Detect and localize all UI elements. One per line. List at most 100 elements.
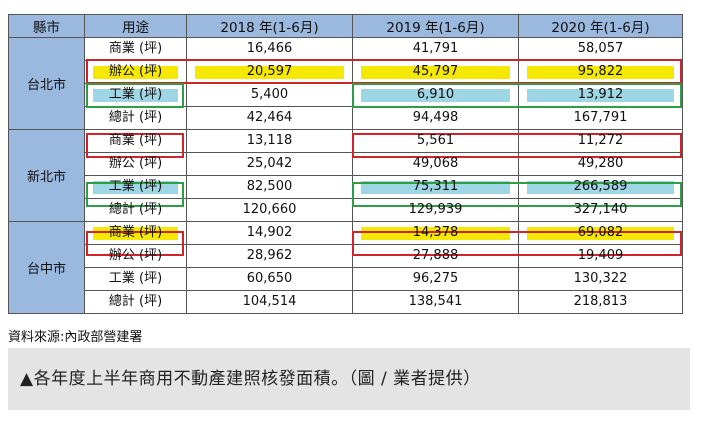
cyan-highlight <box>527 181 674 194</box>
cell-text: 19,409 <box>577 248 624 263</box>
cell-text: 13,118 <box>246 133 293 148</box>
statistics-table-image: 縣市 用途 2018 年(1-6月) 2019 年(1-6月) 2020 年(1… <box>8 8 683 348</box>
yellow-highlight <box>361 227 510 240</box>
use-cell: 工業 (坪) <box>84 175 187 199</box>
cell-text: 11,272 <box>577 133 624 148</box>
use-cell: 商業 (坪) <box>84 221 187 245</box>
value-cell-2019: 27,888 <box>352 244 519 268</box>
cell-text: 96,275 <box>412 271 459 286</box>
yellow-highlight <box>527 66 674 79</box>
table-row: 辦公 (坪) 28,962 27,888 19,409 <box>9 244 683 268</box>
table-row: 辦公 (坪) 20,597 45,797 95,822 <box>9 60 683 84</box>
value-cell-2019: 94,498 <box>352 106 519 130</box>
table-row: 工業 (坪) 82,500 75,311 266,589 <box>9 175 683 199</box>
cyan-highlight <box>93 89 178 102</box>
cell-text: 16,466 <box>246 41 293 56</box>
value-cell-2018: 25,042 <box>186 152 353 176</box>
cell-text: 辦公 (坪) <box>108 248 163 263</box>
cell-text: 辦公 (坪) <box>108 156 163 171</box>
value-cell-2018: 13,118 <box>186 129 353 153</box>
use-cell: 總計 (坪) <box>84 290 187 314</box>
header-2019: 2019 年(1-6月) <box>352 14 519 38</box>
cell-text: 69,082 <box>577 225 624 240</box>
city-cell: 台中市 <box>8 221 85 314</box>
yellow-highlight <box>527 227 674 240</box>
cell-text: 129,939 <box>408 202 463 217</box>
use-cell: 商業 (坪) <box>84 129 187 153</box>
cell-text: 工業 (坪) <box>108 87 163 102</box>
value-cell-2020: 266,589 <box>518 175 683 199</box>
cell-text: 218,813 <box>573 294 628 309</box>
value-cell-2020: 130,322 <box>518 267 683 291</box>
cell-text: 266,589 <box>573 179 628 194</box>
value-cell-2019: 45,797 <box>352 60 519 84</box>
cell-text: 25,042 <box>246 156 293 171</box>
cell-text: 商業 (坪) <box>108 133 163 148</box>
cell-text: 總計 (坪) <box>108 110 163 125</box>
source-note: 資料來源:內政部營建署 <box>8 330 143 345</box>
table-row: 工業 (坪) 60,650 96,275 130,322 <box>9 267 683 291</box>
cell-text: 104,514 <box>242 294 297 309</box>
yellow-highlight <box>93 227 178 240</box>
table-row: 總計 (坪) 120,660 129,939 327,140 <box>9 198 683 222</box>
cell-text: 75,311 <box>412 179 459 194</box>
cell-text: 49,280 <box>577 156 624 171</box>
city-cell: 新北市 <box>8 129 85 222</box>
cyan-highlight <box>527 89 674 102</box>
value-cell-2020: 167,791 <box>518 106 683 130</box>
cell-text: 58,057 <box>577 41 624 56</box>
use-cell: 商業 (坪) <box>84 37 187 61</box>
yellow-highlight <box>195 66 344 79</box>
cell-text: 商業 (坪) <box>108 41 163 56</box>
value-cell-2020: 19,409 <box>518 244 683 268</box>
use-cell: 工業 (坪) <box>84 83 187 107</box>
use-cell: 工業 (坪) <box>84 267 187 291</box>
value-cell-2018: 14,902 <box>186 221 353 245</box>
value-cell-2018: 28,962 <box>186 244 353 268</box>
use-cell: 辦公 (坪) <box>84 152 187 176</box>
cell-text: 41,791 <box>412 41 459 56</box>
cell-text: 工業 (坪) <box>108 179 163 194</box>
table-row: 新北市 商業 (坪) 13,118 5,561 11,272 <box>8 129 683 222</box>
value-cell-2019: 41,791 <box>352 37 519 61</box>
cell-text: 49,068 <box>412 156 459 171</box>
caption-text: ▲各年度上半年商用不動產建照核發面積。（圖 / 業者提供） <box>20 369 481 389</box>
cell-text: 總計 (坪) <box>108 294 163 309</box>
use-cell: 辦公 (坪) <box>84 60 187 84</box>
cell-text: 辦公 (坪) <box>108 64 163 79</box>
cyan-highlight <box>361 181 510 194</box>
cell-text: 20,597 <box>246 64 293 79</box>
header-use: 用途 <box>84 14 187 38</box>
table-row: 總計 (坪) 42,464 94,498 167,791 <box>9 106 683 130</box>
value-cell-2020: 49,280 <box>518 152 683 176</box>
cell-text: 167,791 <box>573 110 628 125</box>
use-cell: 總計 (坪) <box>84 106 187 130</box>
cell-text: 商業 (坪) <box>108 225 163 240</box>
cell-text: 5,400 <box>250 87 289 102</box>
value-cell-2020: 13,912 <box>518 83 683 107</box>
cell-text: 28,962 <box>246 248 293 263</box>
value-cell-2018: 104,514 <box>186 290 353 314</box>
table-row: 台北市 商業 (坪) 16,466 41,791 58,057 <box>8 37 683 130</box>
cell-text: 120,660 <box>242 202 297 217</box>
value-cell-2018: 20,597 <box>186 60 353 84</box>
table-row: 台中市 商業 (坪) 14,902 14,378 69,082 <box>8 221 683 314</box>
value-cell-2018: 16,466 <box>186 37 353 61</box>
cell-text: 6,910 <box>416 87 455 102</box>
cell-text: 138,541 <box>408 294 463 309</box>
cell-text: 42,464 <box>246 110 293 125</box>
value-cell-2020: 58,057 <box>518 37 683 61</box>
cell-text: 總計 (坪) <box>108 202 163 217</box>
cyan-highlight <box>93 181 178 194</box>
table-row: 總計 (坪) 104,514 138,541 218,813 <box>9 290 683 314</box>
value-cell-2019: 138,541 <box>352 290 519 314</box>
value-cell-2020: 218,813 <box>518 290 683 314</box>
cell-text: 工業 (坪) <box>108 271 163 286</box>
cyan-highlight <box>361 89 510 102</box>
table-row: 辦公 (坪) 25,042 49,068 49,280 <box>9 152 683 176</box>
cell-text: 14,378 <box>412 225 459 240</box>
value-cell-2018: 82,500 <box>186 175 353 199</box>
value-cell-2019: 6,910 <box>352 83 519 107</box>
value-cell-2020: 327,140 <box>518 198 683 222</box>
